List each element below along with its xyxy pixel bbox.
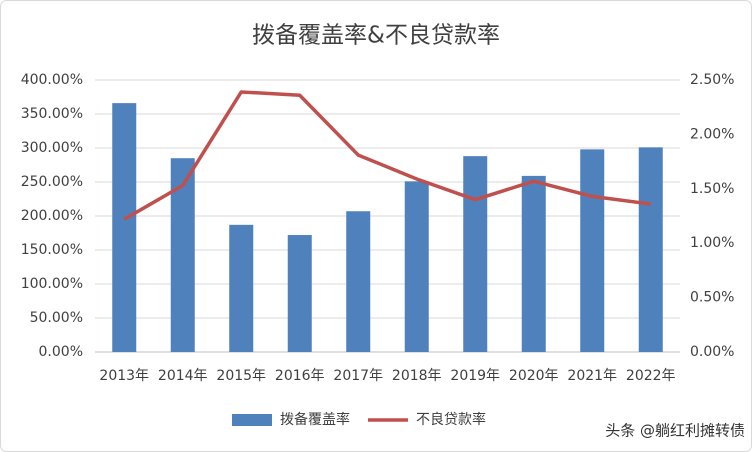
x-tick-label: 2021年 (567, 368, 617, 384)
x-tick-label: 2018年 (392, 368, 442, 384)
bar (287, 235, 312, 352)
x-tick-label: 2022年 (626, 368, 676, 384)
x-tick-label: 2020年 (509, 368, 559, 384)
chart-title: 拨备覆盖率&不良贷款率 (252, 23, 500, 49)
y2-tick-label: 1.50% (690, 181, 734, 197)
bar (404, 181, 429, 352)
legend-label: 拨备覆盖率 (280, 411, 350, 428)
y2-tick-label: 2.50% (690, 72, 734, 88)
x-tick-label: 2017年 (333, 368, 383, 384)
y2-tick-label: 0.50% (690, 290, 734, 306)
bar (638, 147, 663, 352)
line (123, 90, 651, 221)
x-tick-label: 2013年 (99, 368, 149, 384)
y-tick-label: 150.00% (21, 242, 83, 258)
x-tick-label: 2019年 (450, 368, 500, 384)
bar (229, 224, 254, 352)
bar (463, 156, 488, 352)
x-tick-label: 2015年 (216, 368, 266, 384)
y-tick-label: 50.00% (30, 310, 83, 326)
y-tick-label: 300.00% (21, 140, 83, 156)
legend-swatch (232, 414, 272, 426)
bar (346, 211, 371, 352)
y2-tick-label: 2.00% (690, 126, 734, 142)
y-tick-label: 200.00% (21, 208, 83, 224)
y-tick-label: 0.00% (39, 344, 83, 360)
y-tick-label: 400.00% (21, 72, 83, 88)
legend-label: 不良贷款率 (416, 411, 486, 428)
bar (112, 103, 137, 353)
bar (521, 175, 546, 352)
y-tick-label: 350.00% (21, 106, 83, 122)
y-tick-label: 100.00% (21, 276, 83, 292)
x-tick-label: 2016年 (275, 368, 325, 384)
y-tick-label: 250.00% (21, 174, 83, 190)
x-tick-label: 2014年 (158, 368, 208, 384)
y2-tick-label: 1.00% (690, 235, 734, 251)
watermark: 头条 @躺红利摊转债 (605, 422, 745, 440)
y2-tick-label: 0.00% (690, 344, 734, 360)
bar (580, 149, 605, 352)
